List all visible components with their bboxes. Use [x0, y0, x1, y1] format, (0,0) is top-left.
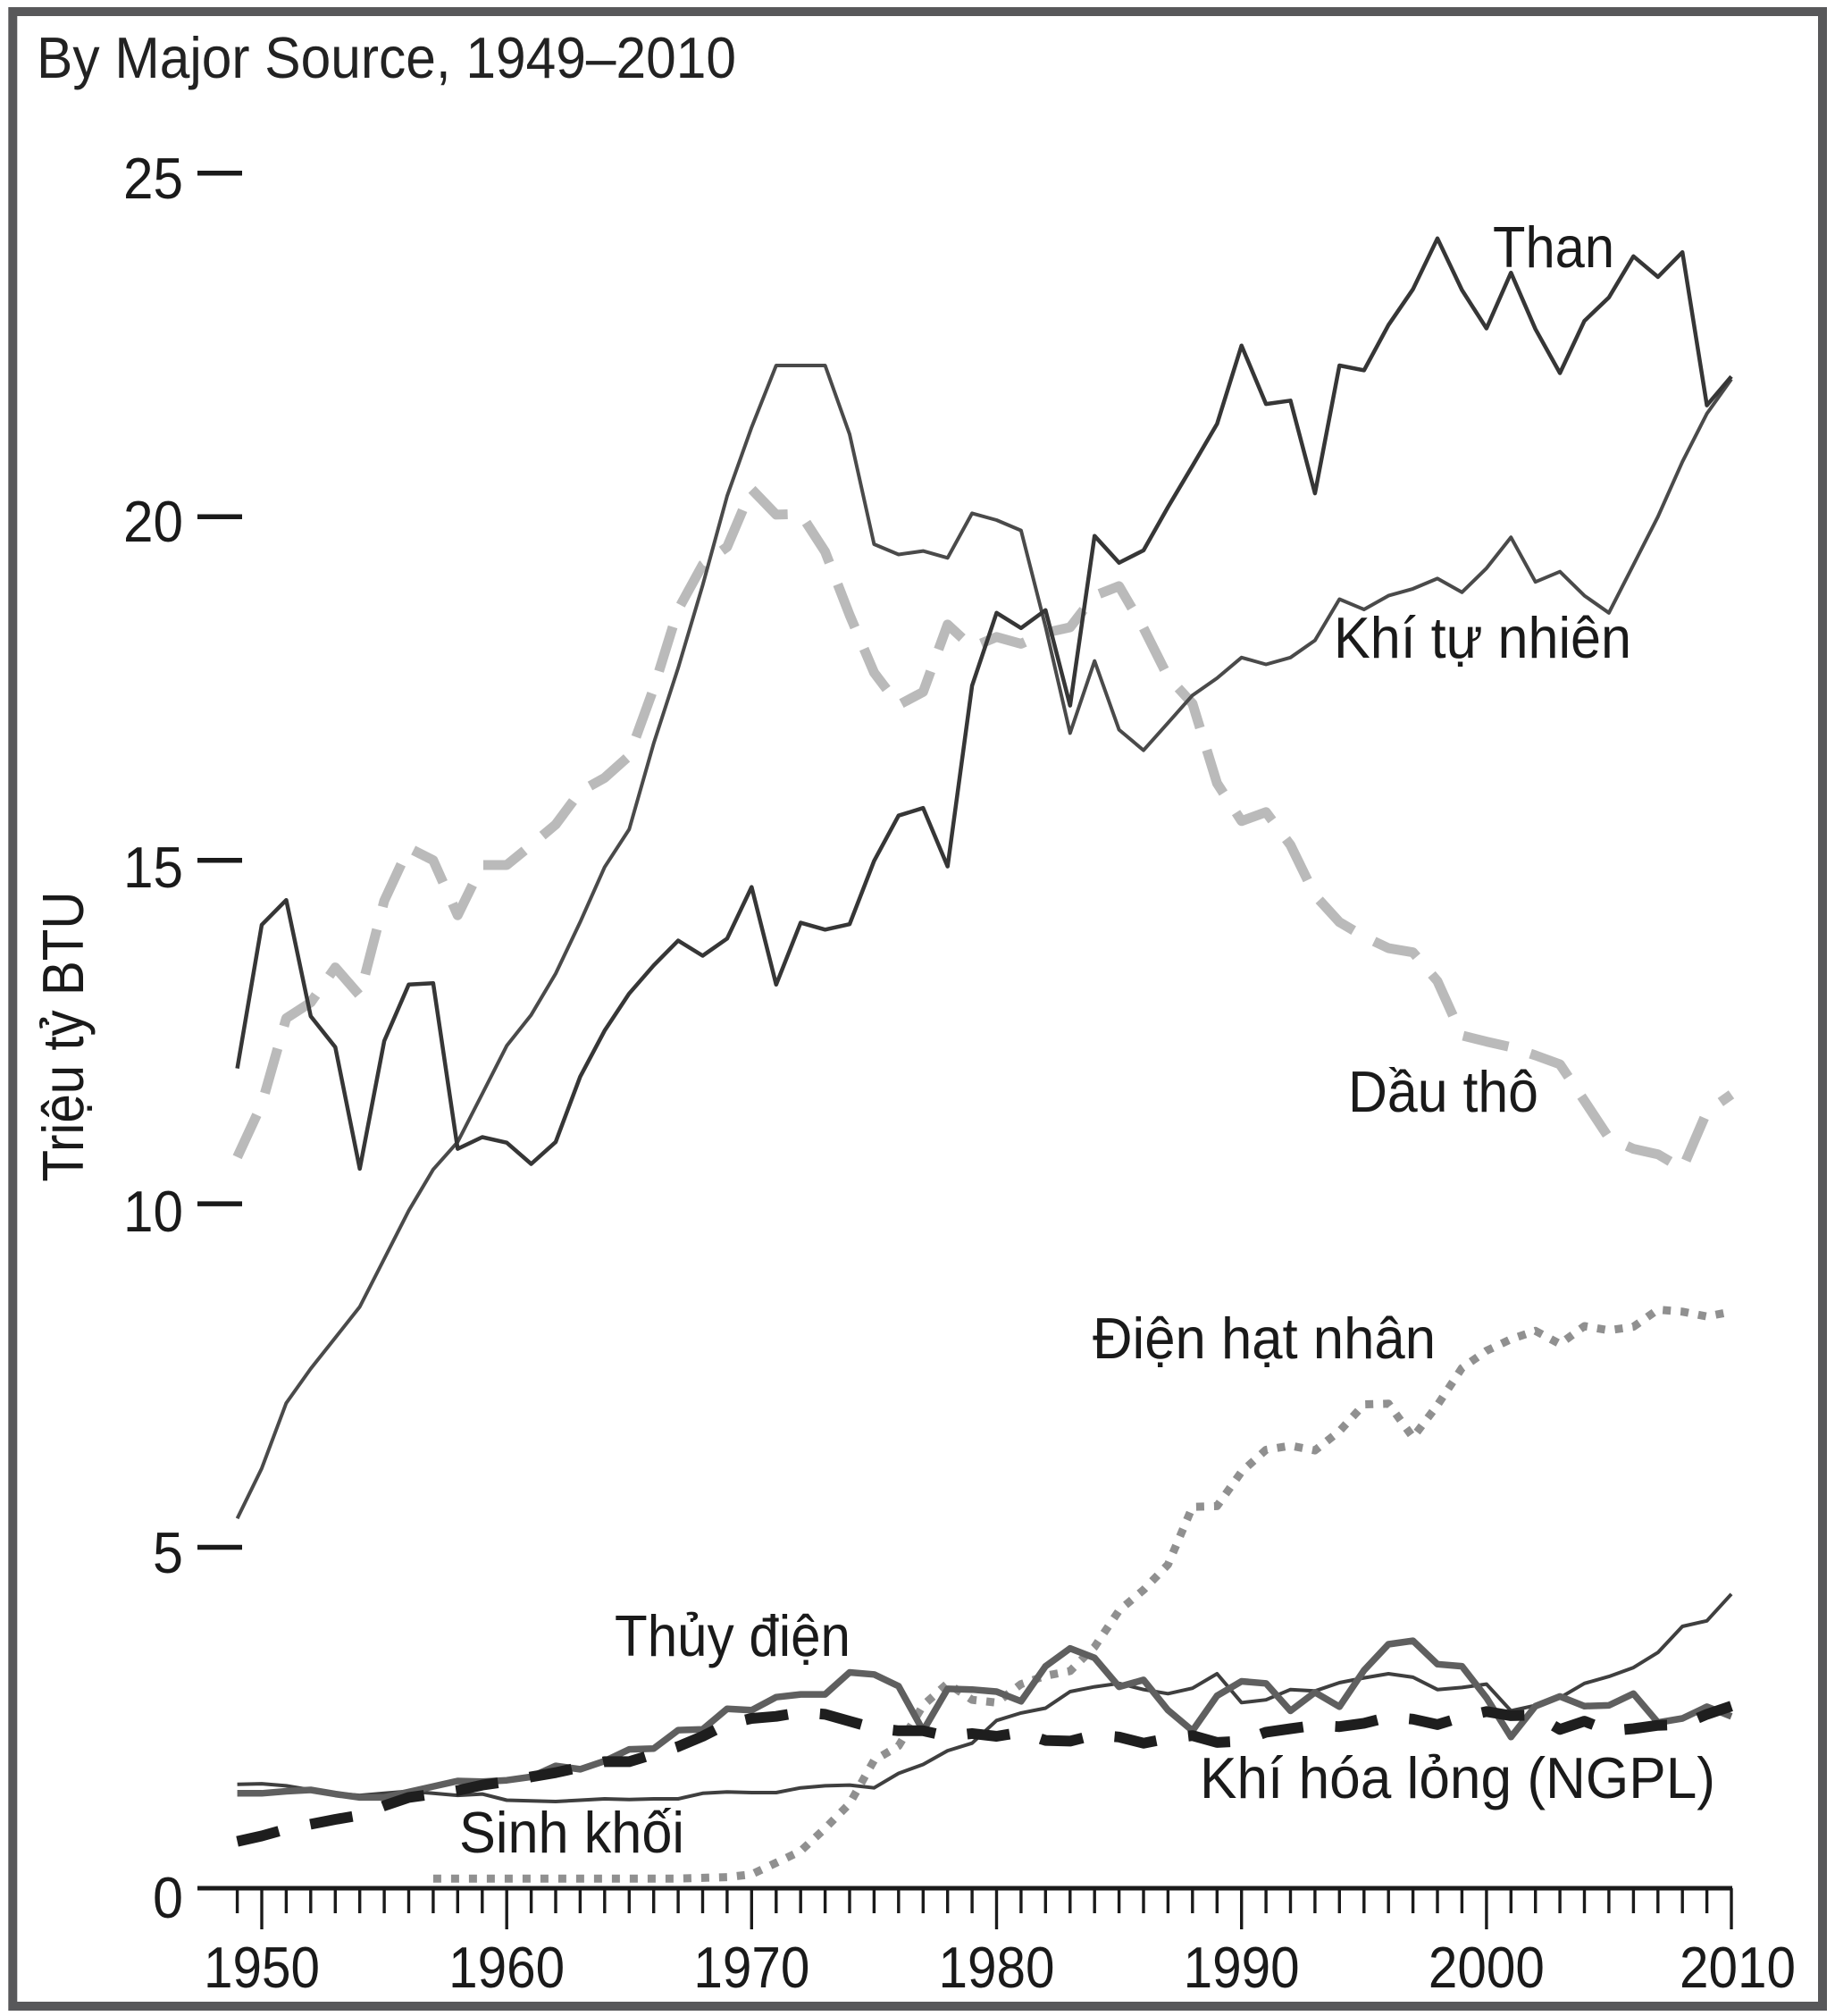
- svg-text:Khí tự nhiên: Khí tự nhiên: [1334, 605, 1631, 670]
- svg-text:Dầu thô: Dầu thô: [1348, 1059, 1538, 1124]
- svg-text:Than: Than: [1493, 214, 1614, 280]
- svg-text:Thủy điện: Thủy điện: [615, 1603, 850, 1668]
- svg-text:Triệu tỷ BTU: Triệu tỷ BTU: [30, 892, 96, 1182]
- svg-text:2010: 2010: [1680, 1935, 1796, 2000]
- svg-text:1970: 1970: [693, 1935, 809, 2000]
- svg-text:Điện hạt nhân: Điện hạt nhân: [1093, 1306, 1436, 1371]
- svg-text:15: 15: [123, 835, 183, 900]
- svg-text:20: 20: [123, 489, 183, 554]
- svg-text:0: 0: [153, 1865, 183, 1930]
- svg-text:By Major Source, 1949–2010: By Major Source, 1949–2010: [37, 25, 736, 90]
- svg-text:Sinh khối: Sinh khối: [459, 1800, 684, 1865]
- svg-text:5: 5: [153, 1520, 183, 1585]
- svg-text:1960: 1960: [448, 1935, 565, 2000]
- svg-text:10: 10: [123, 1179, 183, 1244]
- svg-text:1950: 1950: [204, 1935, 320, 2000]
- svg-text:Khí hóa lỏng (NGPL): Khí hóa lỏng (NGPL): [1200, 1745, 1715, 1810]
- svg-text:2000: 2000: [1429, 1935, 1545, 2000]
- svg-text:1990: 1990: [1184, 1935, 1300, 2000]
- svg-text:1980: 1980: [939, 1935, 1055, 2000]
- svg-text:25: 25: [123, 146, 183, 211]
